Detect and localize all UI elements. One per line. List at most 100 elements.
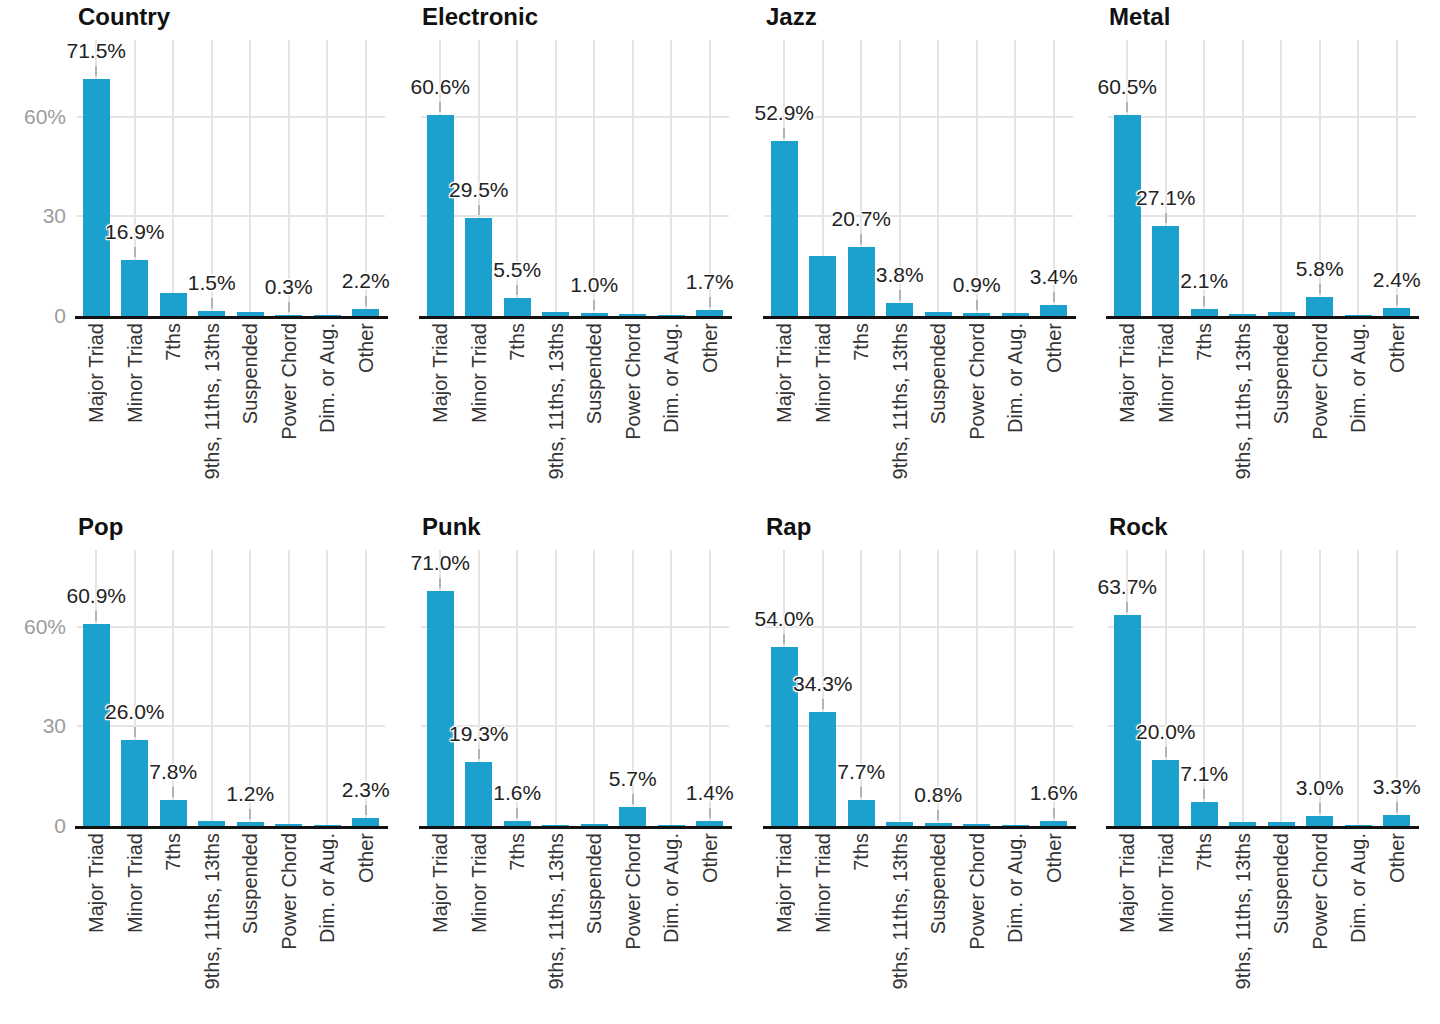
- facet-title: Electronic: [422, 2, 538, 32]
- x-axis-label: Minor Triad: [468, 833, 490, 933]
- label-leader-line: [95, 611, 97, 621]
- label-leader-line: [211, 298, 213, 308]
- x-axis-label: 9ths, 11ths, 13ths: [545, 323, 567, 479]
- x-axis-label: Suspended: [239, 323, 261, 424]
- bar-value-label: 16.9%: [65, 219, 205, 245]
- chord-types-by-genre-chart-grid: 60%30060%300Country71.5%16.9%1.5%0.3%2.2…: [0, 0, 1440, 1024]
- gridline-horizontal: [77, 626, 385, 628]
- bar-value-label: 3.3%: [1327, 774, 1440, 800]
- x-axis-label: Dim. or Aug.: [1004, 833, 1026, 943]
- bar-other: [352, 818, 379, 826]
- x-axis-line: [419, 826, 732, 829]
- x-axis-label: Dim. or Aug.: [660, 833, 682, 943]
- x-axis-label: Minor Triad: [1155, 323, 1177, 423]
- x-axis-label: Major Triad: [429, 833, 451, 933]
- y-axis-tick-label: 0: [0, 303, 66, 329]
- bar-7ths: [504, 298, 531, 316]
- facet-electronic: Electronic60.6%29.5%5.5%1.0%1.7%Major Tr…: [421, 2, 729, 502]
- x-axis-label: Other: [1043, 323, 1065, 373]
- x-axis-label: 7ths: [1193, 323, 1215, 361]
- label-leader-line: [860, 234, 862, 244]
- x-axis-label: 9ths, 11ths, 13ths: [201, 833, 223, 989]
- x-axis-label: Other: [1386, 833, 1408, 883]
- bar-value-label: 20.0%: [1096, 719, 1236, 745]
- label-leader-line: [899, 290, 901, 300]
- label-leader-line: [478, 749, 480, 759]
- gridline-horizontal: [1108, 116, 1416, 118]
- label-leader-line: [1165, 213, 1167, 223]
- bar-value-label: 2.3%: [296, 777, 436, 803]
- bar-7ths: [160, 293, 187, 316]
- label-leader-line: [439, 102, 441, 112]
- x-axis-label: Dim. or Aug.: [316, 323, 338, 433]
- label-leader-line: [134, 727, 136, 737]
- label-leader-line: [365, 805, 367, 815]
- x-axis-label: Major Triad: [1116, 323, 1138, 423]
- bar-other: [1040, 305, 1067, 316]
- label-leader-line: [1203, 296, 1205, 306]
- x-axis-label: 9ths, 11ths, 13ths: [545, 833, 567, 989]
- label-leader-line: [365, 296, 367, 306]
- x-axis-label: Other: [355, 323, 377, 373]
- label-leader-line: [1203, 789, 1205, 799]
- label-leader-line: [709, 808, 711, 818]
- x-axis-label: 9ths, 11ths, 13ths: [889, 833, 911, 989]
- x-axis-label: Minor Triad: [812, 323, 834, 423]
- bar-value-label: 71.5%: [26, 38, 166, 64]
- x-axis-label: 7ths: [1193, 833, 1215, 871]
- label-leader-line: [1396, 295, 1398, 305]
- bar-power-chord: [1306, 297, 1333, 316]
- x-axis-label: Dim. or Aug.: [1004, 323, 1026, 433]
- bar-value-label: 60.5%: [1057, 74, 1197, 100]
- x-axis-label: 7ths: [162, 833, 184, 871]
- bar-value-label: 52.9%: [714, 100, 854, 126]
- x-axis-label: 9ths, 11ths, 13ths: [889, 323, 911, 479]
- x-axis-label: Major Triad: [429, 323, 451, 423]
- label-leader-line: [937, 810, 939, 820]
- label-leader-line: [134, 247, 136, 257]
- facet-title: Rock: [1109, 512, 1168, 542]
- facet-title: Punk: [422, 512, 481, 542]
- x-axis-label: 7ths: [506, 833, 528, 871]
- y-axis-tick-label: 0: [0, 813, 66, 839]
- bar-7ths: [1191, 802, 1218, 826]
- x-axis-label: Power Chord: [278, 833, 300, 950]
- bar-value-label: 20.7%: [791, 206, 931, 232]
- x-axis-label: Power Chord: [1309, 833, 1331, 950]
- facet-pop: Pop60.9%26.0%7.8%1.2%2.3%Major TriadMino…: [77, 512, 385, 1012]
- x-axis-label: Minor Triad: [468, 323, 490, 423]
- y-axis-tick-label: 30: [0, 203, 66, 229]
- gridline-horizontal: [421, 116, 729, 118]
- label-leader-line: [478, 205, 480, 215]
- bar-value-label: 27.1%: [1096, 185, 1236, 211]
- x-axis-label: Suspended: [239, 833, 261, 934]
- bar-value-label: 19.3%: [409, 721, 549, 747]
- x-axis-label: Other: [699, 833, 721, 883]
- x-axis-line: [763, 826, 1076, 829]
- x-axis-line: [763, 316, 1076, 319]
- x-axis-line: [1106, 826, 1419, 829]
- label-leader-line: [249, 809, 251, 819]
- x-axis-label: Minor Triad: [124, 323, 146, 423]
- x-axis-label: Major Triad: [1116, 833, 1138, 933]
- bar-value-label: 34.3%: [753, 671, 893, 697]
- bar-major-triad: [83, 79, 110, 316]
- x-axis-label: Major Triad: [773, 323, 795, 423]
- facet-rap: Rap54.0%34.3%7.7%0.8%1.6%Major TriadMino…: [765, 512, 1073, 1012]
- x-axis-label: Major Triad: [85, 323, 107, 423]
- x-axis-line: [1106, 316, 1419, 319]
- x-axis-label: Power Chord: [622, 833, 644, 950]
- bar-value-label: 1.6%: [984, 780, 1124, 806]
- bar-major-triad: [427, 115, 454, 316]
- bar-value-label: 63.7%: [1057, 574, 1197, 600]
- x-axis-label: 7ths: [850, 833, 872, 871]
- label-leader-line: [976, 300, 978, 310]
- facet-title: Metal: [1109, 2, 1170, 32]
- x-axis-label: Suspended: [583, 323, 605, 424]
- bar-value-label: 3.4%: [984, 264, 1124, 290]
- facet-punk: Punk71.0%19.3%1.6%5.7%1.4%Major TriadMin…: [421, 512, 729, 1012]
- facet-title: Rap: [766, 512, 811, 542]
- facet-jazz: Jazz52.9%20.7%3.8%0.9%3.4%Major TriadMin…: [765, 2, 1073, 502]
- gridline-horizontal: [1108, 215, 1416, 217]
- x-axis-label: Suspended: [1270, 833, 1292, 934]
